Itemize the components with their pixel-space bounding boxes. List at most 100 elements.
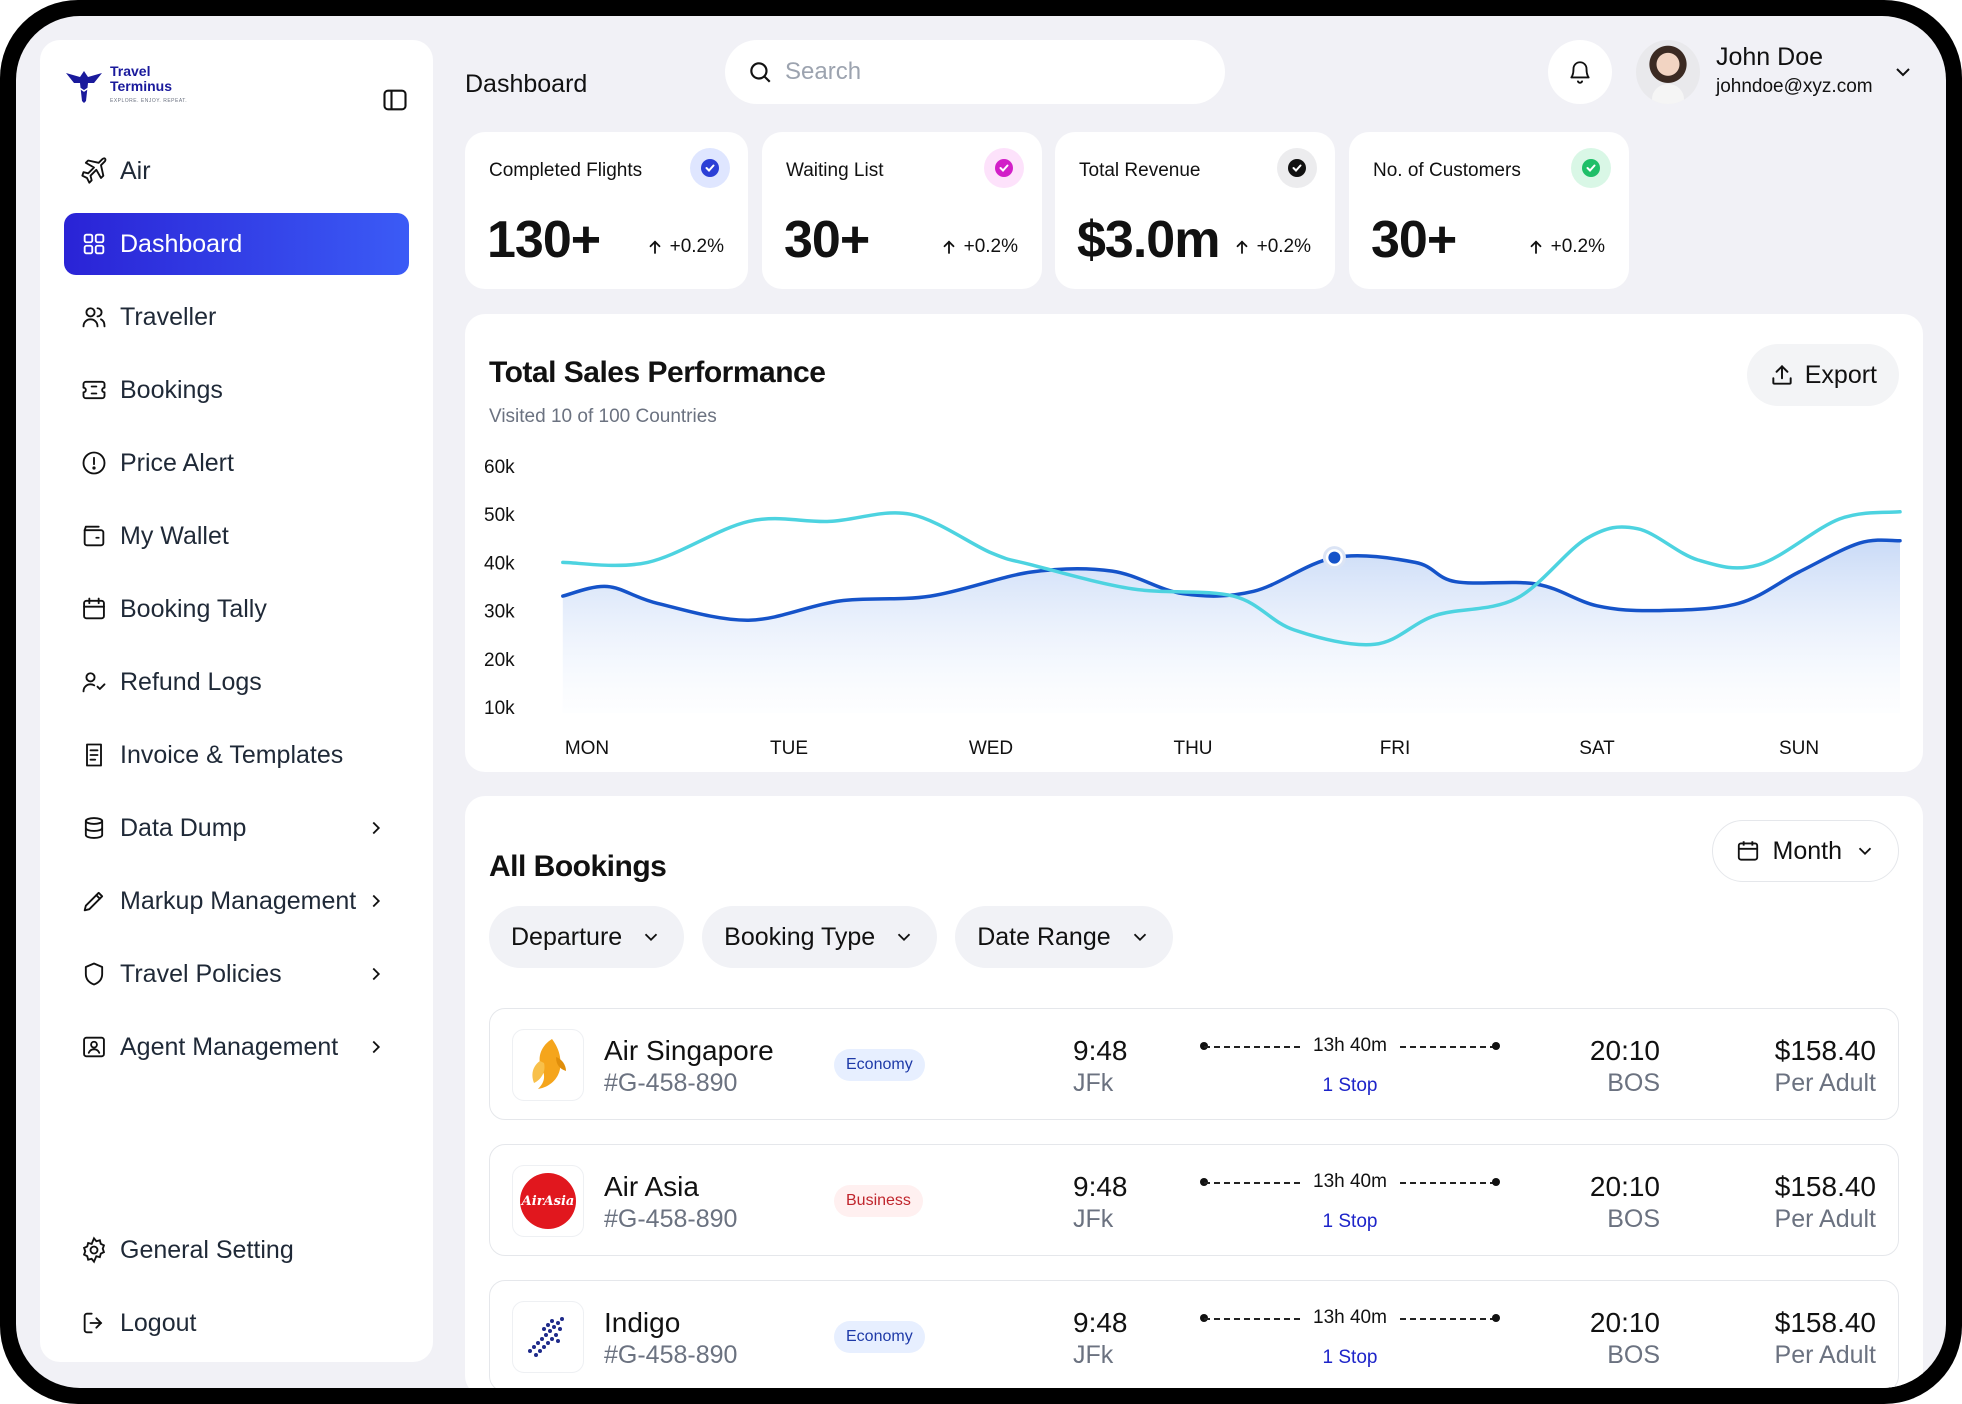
stat-value: $3.0m (1077, 211, 1220, 269)
stat-label: No. of Customers (1373, 160, 1521, 181)
sales-subtitle: Visited 10 of 100 Countries (489, 406, 717, 427)
departure-time: 9:48 (1073, 1035, 1128, 1066)
sidebar-toggle-icon[interactable] (381, 86, 409, 114)
filter-booking-type[interactable]: Booking Type (702, 906, 938, 968)
calendar-icon (1737, 841, 1758, 861)
stops-link[interactable]: 1 Stop (1322, 1211, 1378, 1232)
stat-change: +0.2% (1527, 236, 1605, 258)
export-label: Export (1804, 360, 1877, 389)
route-line (1204, 1046, 1300, 1048)
sales-title: Total Sales Performance (489, 356, 826, 389)
sidebar-item-agent-management[interactable]: Agent Management (64, 1016, 409, 1078)
route-end-dot (1492, 1178, 1500, 1186)
sidebar-item-markup-management[interactable]: Markup Management (64, 870, 409, 932)
series-line (561, 510, 1902, 647)
x-tick-label: SAT (1579, 738, 1615, 759)
arrow-up-icon (943, 240, 954, 254)
check-icon (995, 159, 1013, 177)
y-tick-label: 50k (484, 505, 515, 526)
singapore-bird-icon (532, 1039, 566, 1089)
shield-icon (84, 962, 104, 986)
sidebar-item-traveller[interactable]: Traveller (64, 286, 409, 348)
chevron-right-icon (372, 1040, 381, 1054)
y-tick-label: 20k (484, 650, 515, 671)
airline-name: Indigo (604, 1307, 681, 1338)
brand-logo[interactable]: Travel Terminus EXPLORE. ENJOY. REPEAT. (64, 64, 187, 109)
all-bookings-card: All Bookings Month Departure Booking Type… (465, 796, 1923, 1388)
stat-card[interactable]: No. of Customers 30+ +0.2% (1349, 132, 1629, 289)
x-tick-label: WED (969, 738, 1013, 759)
sidebar-item-label: Data Dump (120, 813, 247, 842)
booking-filters: Departure Booking Type Date Range (489, 906, 1173, 968)
notifications-button[interactable] (1548, 40, 1612, 104)
filter-departure[interactable]: Departure (489, 906, 685, 968)
stat-label: Total Revenue (1079, 160, 1201, 181)
filter-date-range[interactable]: Date Range (955, 906, 1173, 968)
chevron-down-icon (1858, 847, 1872, 856)
airline-name: Air Asia (604, 1171, 699, 1202)
sales-performance-card: Total Sales Performance Visited 10 of 10… (465, 314, 1923, 772)
sidebar-item-data-dump[interactable]: Data Dump (64, 797, 409, 859)
flight-route: 13h 40m 1 Stop (1200, 1171, 1500, 1241)
users-icon (82, 307, 106, 328)
pencil-icon (83, 891, 104, 912)
sidebar-item-dashboard[interactable]: Dashboard (64, 213, 409, 275)
filter-label: Departure (511, 922, 623, 951)
sidebar-item-price-alert[interactable]: Price Alert (64, 432, 409, 494)
sidebar-item-travel-policies[interactable]: Travel Policies (64, 943, 409, 1005)
app-screen: Travel Terminus EXPLORE. ENJOY. REPEAT. … (16, 16, 1946, 1388)
logout-icon (83, 1312, 103, 1334)
highlight-point[interactable] (1328, 551, 1341, 564)
booking-row[interactable]: Air Singapore #G-458-890 Economy 9:48 JFk 13h… (489, 1008, 1899, 1120)
stops-link[interactable]: 1 Stop (1322, 1347, 1378, 1368)
sidebar-item-label: General Setting (120, 1235, 294, 1264)
stat-change: +0.2% (1233, 236, 1311, 258)
airasia-logo-text: AirAsia (521, 1193, 575, 1209)
sidebar-item-refund-logs[interactable]: Refund Logs (64, 651, 409, 713)
sidebar-item-booking-tally[interactable]: Booking Tally (64, 578, 409, 640)
sidebar-item-my-wallet[interactable]: My Wallet (64, 505, 409, 567)
y-tick-label: 60k (484, 457, 515, 478)
flight-code: #G-458-890 (604, 1341, 738, 1369)
y-tick-label: 10k (484, 698, 515, 719)
departure-time: 9:48 (1073, 1171, 1128, 1202)
sidebar: Travel Terminus EXPLORE. ENJOY. REPEAT. … (40, 40, 433, 1362)
arrow-up-icon (1236, 240, 1247, 254)
search-bar[interactable] (725, 40, 1225, 104)
departure-airport: JFk (1073, 1341, 1114, 1369)
period-select[interactable]: Month (1711, 820, 1899, 882)
chevron-down-icon (1895, 68, 1910, 77)
stat-card[interactable]: Completed Flights 130+ +0.2% (465, 132, 748, 289)
stops-link[interactable]: 1 Stop (1322, 1075, 1378, 1096)
user-profile-menu[interactable]: John Doe johndoe@xyz.com (1636, 40, 1915, 104)
sidebar-section-label: Air (120, 156, 151, 185)
search-input[interactable] (785, 58, 1185, 86)
upload-icon (1772, 364, 1792, 385)
stat-card[interactable]: Waiting List 30+ +0.2% (762, 132, 1042, 289)
airline-logo: AirAsia (512, 1165, 584, 1237)
export-button[interactable]: Export (1746, 344, 1899, 406)
sidebar-item-general-setting[interactable]: General Setting (64, 1219, 409, 1281)
cabin-class-badge: Economy (834, 1049, 925, 1081)
bell-icon (1570, 61, 1590, 84)
stat-check-badge (984, 148, 1024, 188)
booking-row[interactable]: AirAsia Air Asia #G-458-890 Business 9:48 JFk… (489, 1144, 1899, 1256)
chevron-down-icon (1133, 933, 1146, 942)
booking-row[interactable]: Indigo #G-458-890 Economy 9:48 JFk 13h 40m 1 S… (489, 1280, 1899, 1388)
arrival-time: 20:10 (1589, 1307, 1660, 1338)
route-line (1204, 1182, 1300, 1184)
stat-change-value: +0.2% (669, 236, 724, 257)
route-end-dot (1492, 1042, 1500, 1050)
page-title: Dashboard (465, 70, 588, 98)
flight-duration: 13h 40m (1313, 1035, 1387, 1056)
sidebar-section-air[interactable]: Air (64, 140, 409, 202)
filter-label: Booking Type (724, 922, 876, 951)
y-tick-label: 30k (484, 602, 515, 623)
flight-route: 13h 40m 1 Stop (1200, 1035, 1500, 1105)
stat-card[interactable]: Total Revenue $3.0m +0.2% (1055, 132, 1335, 289)
sidebar-item-logout[interactable]: Logout (64, 1292, 409, 1354)
y-tick-label: 40k (484, 553, 515, 574)
sidebar-item-invoice-templates[interactable]: Invoice & Templates (64, 724, 409, 786)
stat-value: 130+ (487, 211, 601, 269)
sidebar-item-bookings[interactable]: Bookings (64, 359, 409, 421)
